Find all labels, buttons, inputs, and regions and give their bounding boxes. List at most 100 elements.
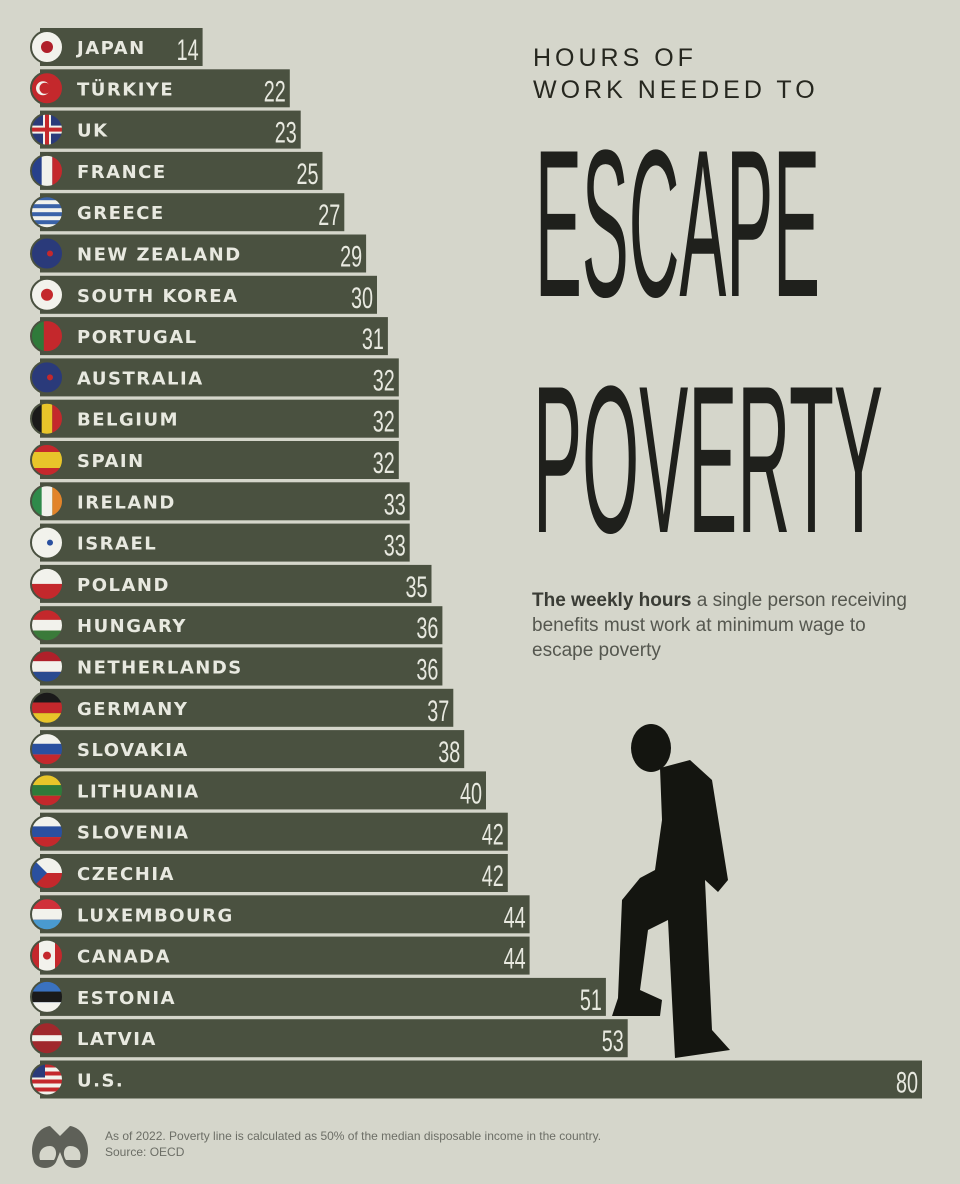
bar	[40, 564, 432, 603]
bar-row: SPAIN 32	[30, 441, 399, 480]
bar	[40, 730, 465, 769]
country-label: LITHUANIA	[77, 781, 200, 802]
subtitle: The weekly hours a single person receivi…	[532, 588, 932, 663]
country-label: GREECE	[77, 203, 165, 224]
bar	[40, 482, 410, 521]
bar-row: HUNGARY 36	[30, 606, 443, 645]
value-label: 42	[482, 819, 504, 852]
bar	[40, 234, 367, 273]
bar	[40, 936, 530, 975]
value-label: 42	[482, 860, 504, 893]
value-label: 32	[373, 406, 395, 439]
value-label: 30	[351, 282, 373, 315]
value-label: 29	[340, 241, 362, 274]
bar-row: TÜRKIYE 22	[30, 69, 290, 108]
bar-row: NEW ZEALAND 29	[30, 234, 367, 274]
country-label: UK	[77, 121, 109, 142]
value-label: 44	[504, 943, 526, 976]
bar-row: SLOVAKIA 38	[30, 730, 465, 769]
country-label: SPAIN	[77, 451, 145, 472]
value-label: 40	[460, 777, 482, 810]
bar-row: CANADA 44	[30, 936, 530, 976]
kicker-line2: WORK NEEDED TO	[533, 76, 819, 104]
value-label: 31	[362, 323, 384, 356]
country-label: LUXEMBOURG	[77, 905, 234, 926]
value-label: 32	[373, 447, 395, 480]
bar-row: UK 23	[30, 110, 301, 150]
country-label: U.S.	[77, 1071, 124, 1092]
country-label: LATVIA	[77, 1029, 157, 1050]
bar-row: ISRAEL 33	[30, 523, 410, 563]
bar	[40, 69, 290, 108]
country-label: ISRAEL	[77, 534, 157, 555]
bar-row: CZECHIA 42	[30, 854, 508, 893]
value-label: 25	[297, 158, 319, 191]
bar	[40, 275, 377, 314]
country-label: NEW ZEALAND	[77, 245, 242, 266]
kicker-line1: HOURS OF	[533, 44, 697, 72]
country-label: CZECHIA	[77, 864, 175, 885]
bar	[40, 151, 323, 190]
value-label: 33	[384, 530, 406, 563]
value-label: 44	[504, 901, 526, 934]
country-label: GERMANY	[77, 699, 188, 720]
bar	[40, 523, 410, 562]
subtitle-bold: The weekly hours	[532, 590, 692, 611]
value-label: 37	[427, 695, 449, 728]
bar-row: LITHUANIA 40	[30, 771, 486, 810]
bar	[40, 606, 443, 645]
country-label: BELGIUM	[77, 410, 179, 431]
subtitle-rest: a single person receiving benefits must …	[532, 590, 907, 661]
country-label: IRELAND	[77, 492, 176, 513]
bar	[40, 193, 345, 232]
country-label: HUNGARY	[77, 616, 187, 637]
bar	[40, 647, 443, 686]
value-label: 53	[602, 1025, 624, 1058]
bar	[40, 110, 301, 149]
country-label: SOUTH KOREA	[77, 286, 239, 307]
value-label: 27	[318, 199, 340, 232]
bar-row: AUSTRALIA 32	[30, 358, 399, 397]
value-label: 38	[438, 736, 460, 769]
value-label: 32	[373, 364, 395, 397]
bar	[40, 895, 530, 934]
value-label: 36	[416, 612, 438, 645]
country-label: AUSTRALIA	[77, 368, 204, 389]
bar	[40, 812, 508, 851]
bar-row: SLOVENIA 42	[30, 812, 508, 852]
bar-row: ESTONIA 51	[30, 977, 606, 1017]
value-label: 33	[384, 488, 406, 521]
bar-row: POLAND 35	[30, 564, 432, 604]
value-label: 36	[416, 654, 438, 687]
country-label: PORTUGAL	[77, 327, 198, 348]
bar-row: NETHERLANDS 36	[30, 647, 443, 687]
bar-row: GERMANY 37	[30, 688, 454, 728]
country-label: TÜRKIYE	[77, 78, 174, 100]
bar	[40, 854, 508, 892]
bar	[40, 688, 454, 727]
bar	[40, 441, 399, 479]
country-label: ESTONIA	[77, 988, 176, 1009]
bar-row: PORTUGAL 31	[30, 317, 388, 356]
title-line2: POVERTY	[533, 342, 883, 577]
value-label: 80	[896, 1067, 918, 1100]
bar-row: BELGIUM 32	[30, 399, 399, 439]
climbing-man-silhouette	[612, 724, 730, 1058]
footer: As of 2022. Poverty line is calculated a…	[105, 1128, 601, 1160]
value-label: 51	[580, 984, 602, 1017]
value-label: 35	[406, 571, 428, 604]
bar	[40, 771, 486, 810]
country-label: SLOVAKIA	[77, 740, 189, 761]
bar	[40, 1060, 922, 1099]
country-label: SLOVENIA	[77, 823, 190, 844]
title-line1: ESCAPE	[535, 106, 820, 341]
bar-row: LUXEMBOURG 44	[30, 895, 530, 934]
country-label: JAPAN	[75, 38, 146, 59]
binoculars-logo-icon	[31, 1126, 89, 1168]
bar-row: SOUTH KOREA 30	[30, 275, 377, 315]
bar	[40, 358, 399, 397]
footer-source: Source: OECD	[105, 1145, 185, 1159]
value-label: 14	[177, 34, 199, 67]
country-label: CANADA	[77, 947, 171, 968]
